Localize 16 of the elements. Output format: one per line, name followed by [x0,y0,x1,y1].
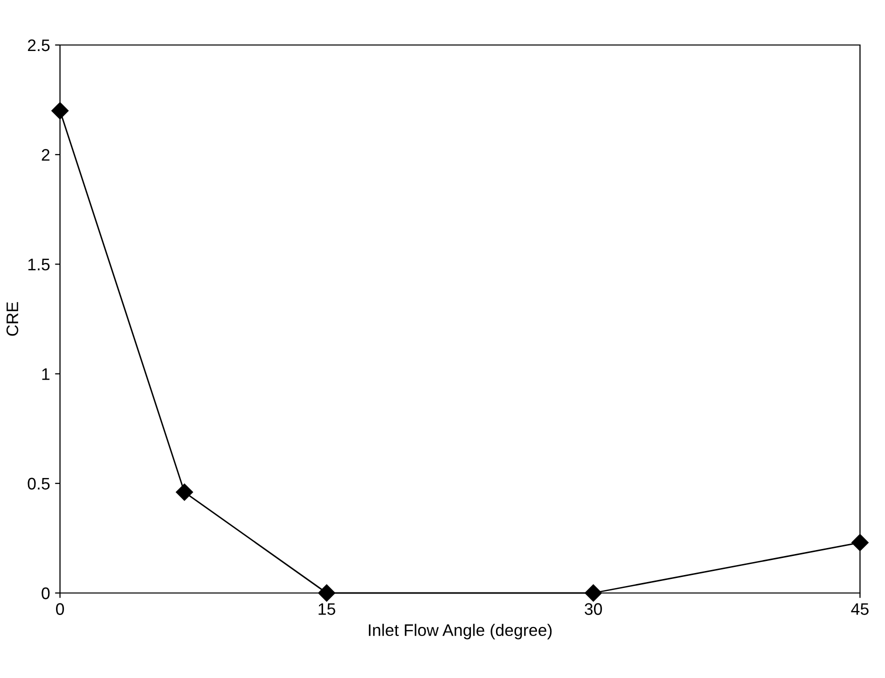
y-tick-label: 1.5 [28,258,50,270]
point [176,484,193,501]
x-tick-label: 15 [318,603,336,615]
x-axis-title: Inlet Flow Angle (degree) [368,624,552,640]
point [51,102,69,120]
y-tick-label: 0 [42,587,50,600]
x-tick-label: 0 [56,603,64,615]
y-tick-label: 2 [42,149,50,161]
y-tick-label: 0.5 [28,478,50,490]
y-tick-label: 1 [42,368,50,380]
y-axis-title: CRE [6,302,18,336]
x-tick-label: 45 [851,603,869,615]
point [584,584,602,602]
point [318,584,336,602]
y-tick-label: 2.5 [28,39,50,52]
x-tick-label: 30 [584,603,602,615]
